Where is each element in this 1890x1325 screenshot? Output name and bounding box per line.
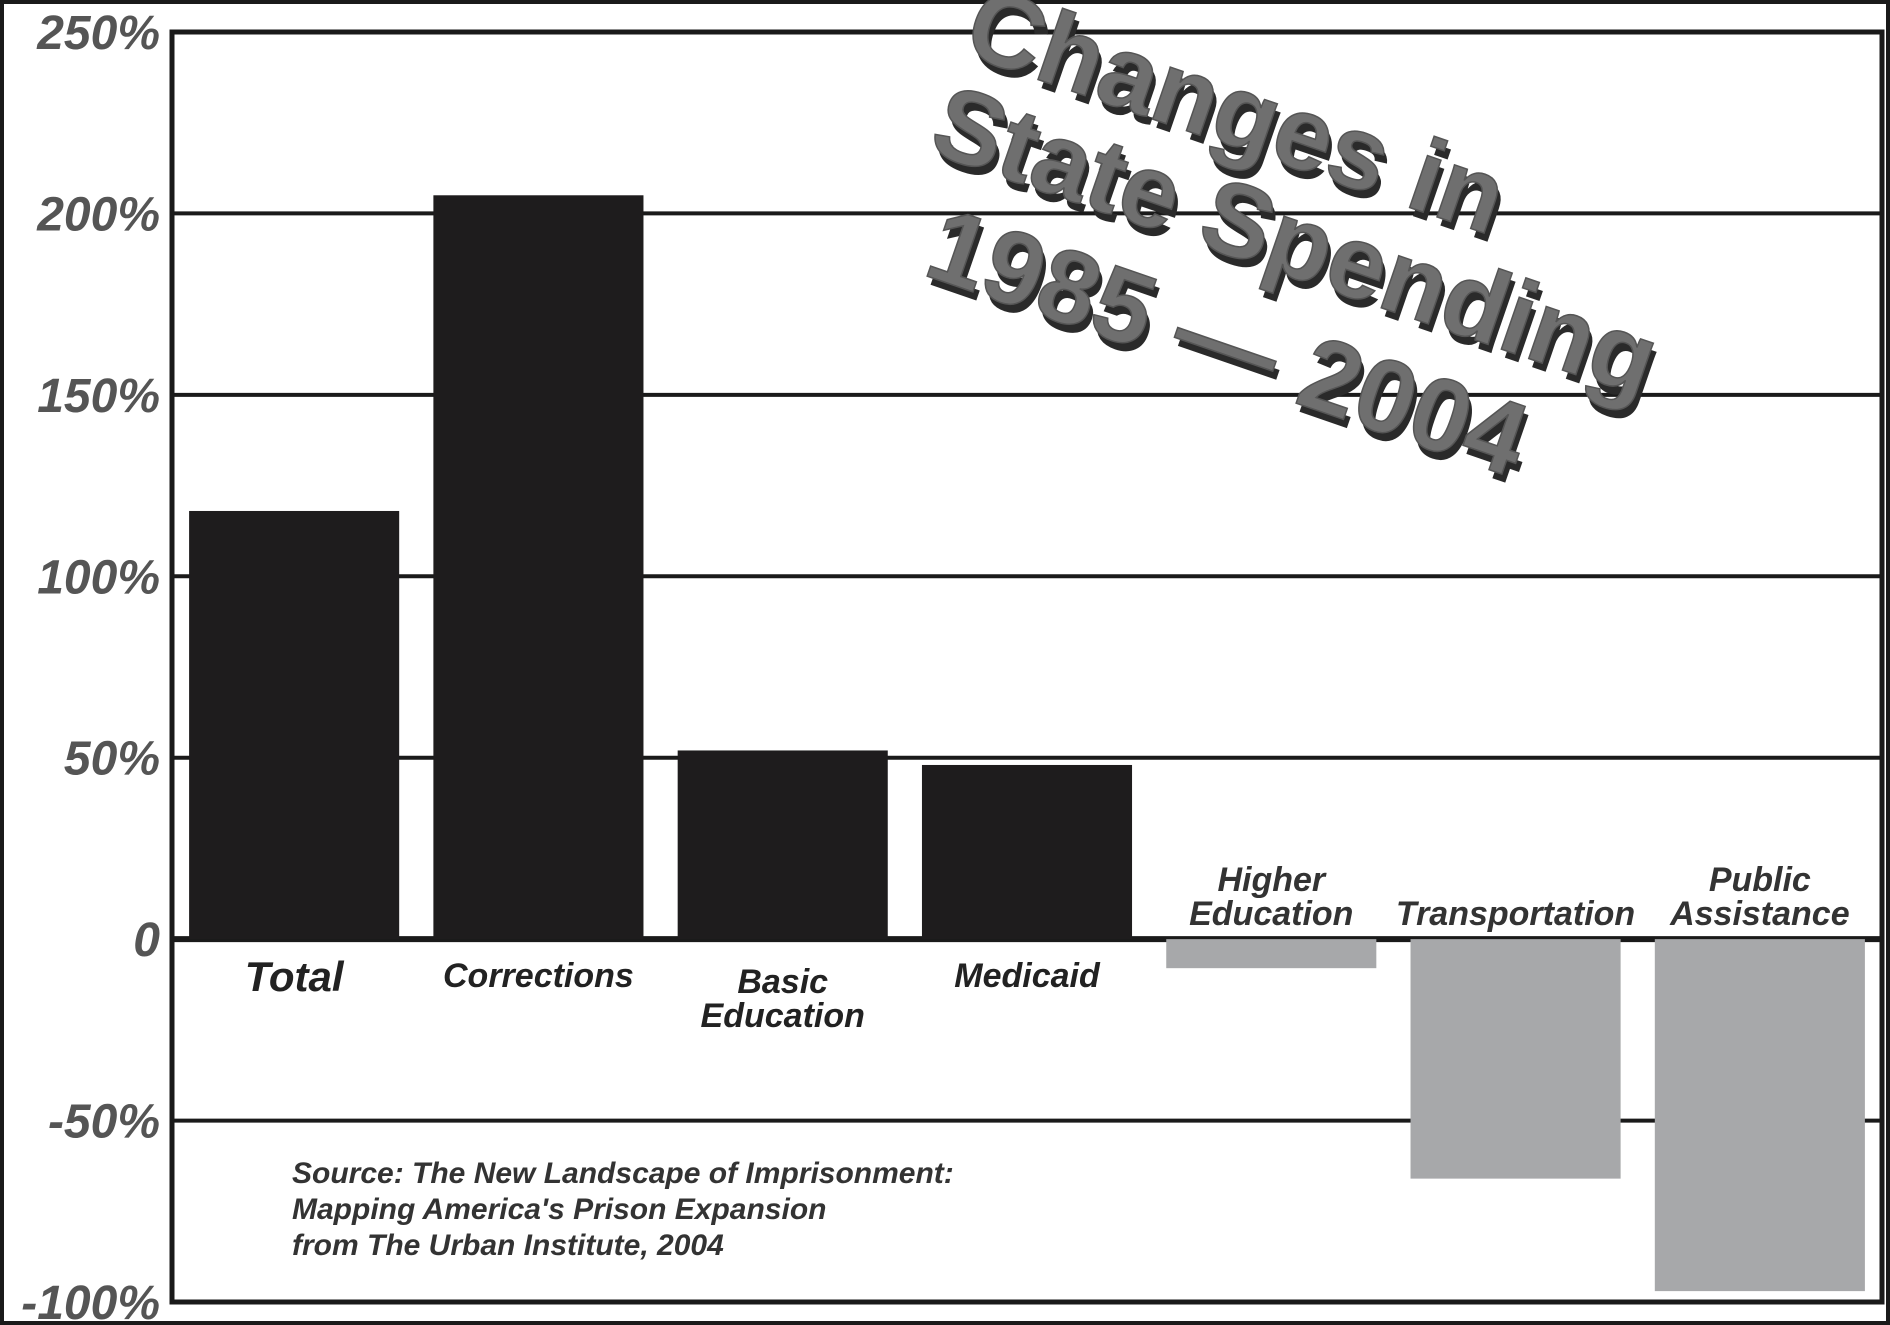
y-tick-label: 250% (36, 7, 160, 60)
source-note: Source: The New Landscape of Imprisonmen… (292, 1157, 954, 1262)
bar (921, 764, 1133, 940)
bar (189, 510, 400, 940)
category-label: Total (245, 953, 345, 1000)
category-label: Medicaid (954, 957, 1101, 995)
source-line: from The Urban Institute, 2004 (292, 1229, 724, 1262)
category-label: Higher Education (1189, 861, 1353, 933)
category-labels: Total Corrections Basic Education Medicaid Hi… (245, 861, 1850, 1035)
y-tick-label: 0 (133, 914, 160, 967)
y-tick-label: 200% (36, 188, 160, 241)
y-tick-label: -50% (48, 1096, 160, 1149)
source-line: Source: The New Landscape of Imprisonmen… (292, 1157, 954, 1190)
category-label: Transportation (1396, 895, 1635, 933)
plot-frame (169, 29, 1885, 1305)
bar (433, 195, 644, 940)
y-tick-label: 100% (37, 551, 160, 604)
bar (1410, 939, 1621, 1179)
y-tick-label: 50% (64, 733, 160, 786)
bar (677, 750, 888, 940)
category-label: Public Assistance (1669, 861, 1850, 933)
category-label: Basic Education (701, 963, 865, 1035)
y-axis-tick-labels: 250% 200% 150% 100% 50% 0 -50% -100% (21, 7, 160, 1325)
bar (1654, 939, 1865, 1292)
category-label: Corrections (443, 957, 634, 995)
bar (1166, 939, 1377, 969)
y-tick-label: 150% (37, 370, 160, 423)
y-tick-label: -100% (21, 1277, 160, 1325)
source-line: Mapping America's Prison Expansion (292, 1193, 826, 1226)
bars-layer (189, 195, 1865, 1292)
